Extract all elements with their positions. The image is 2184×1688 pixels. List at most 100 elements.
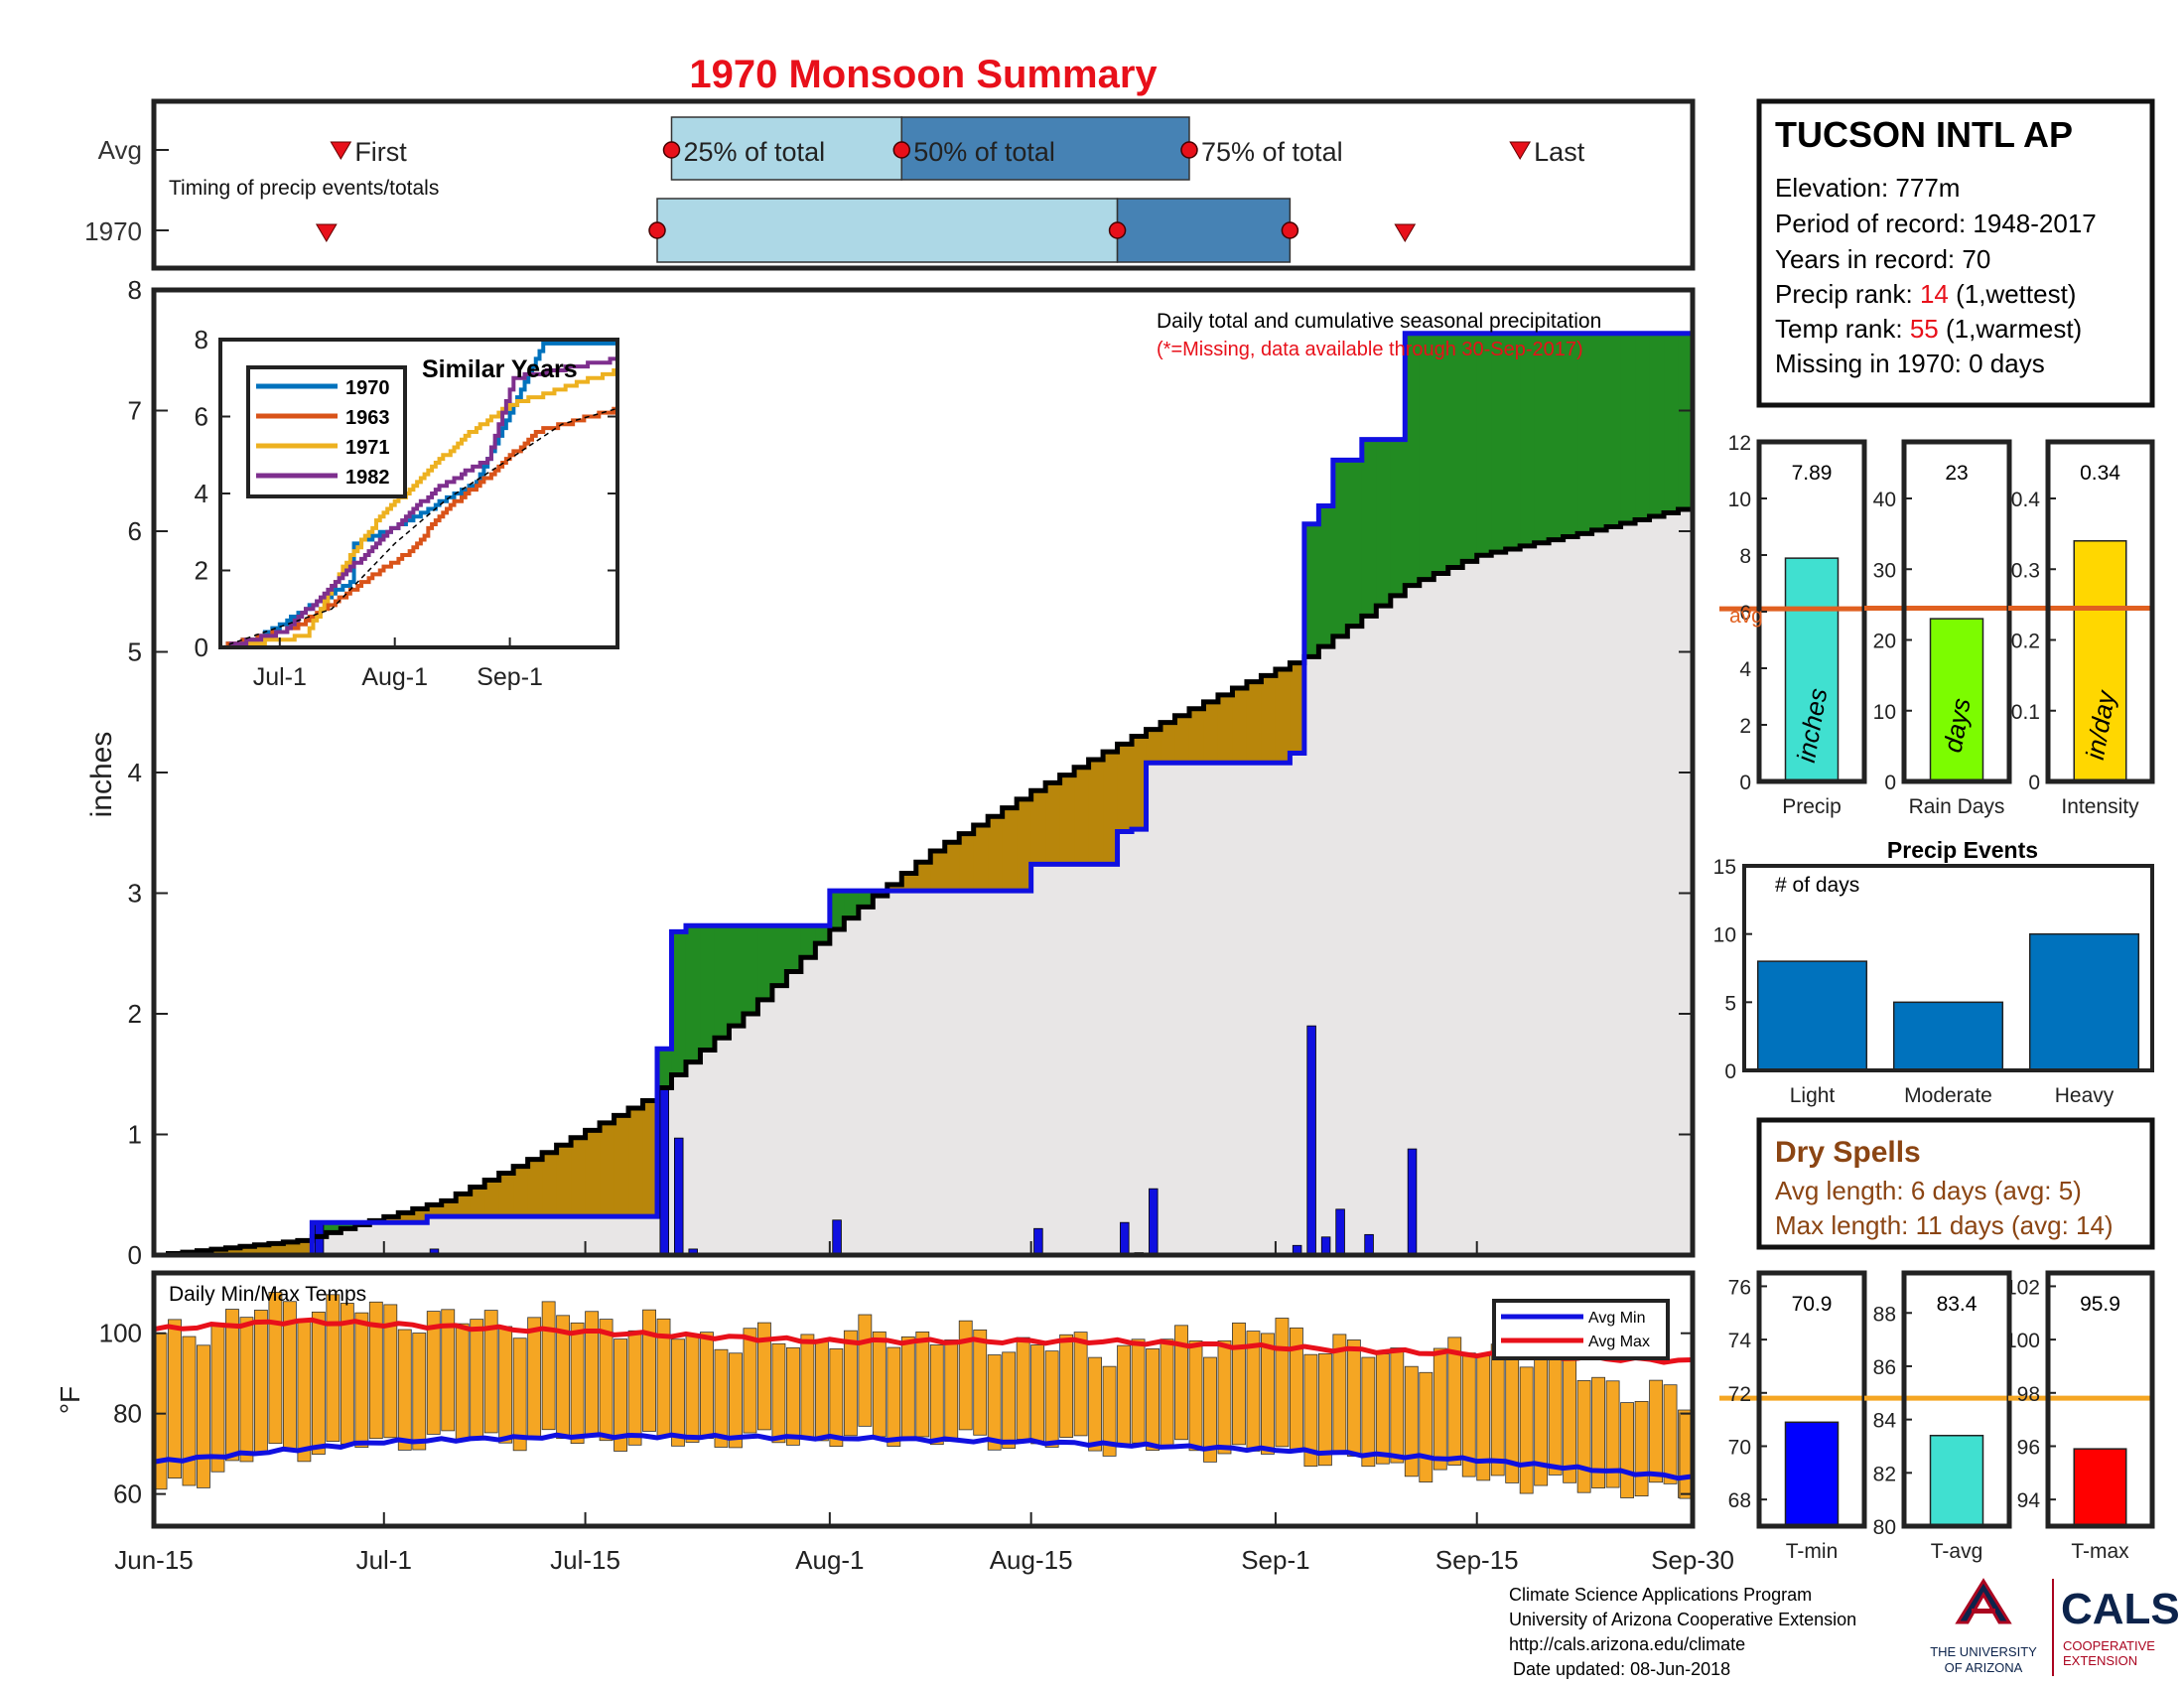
temp-y-tick-label: 100 — [99, 1319, 142, 1348]
main-y-tick-label: 0 — [128, 1240, 142, 1270]
dry-spells-avg: Avg length: 6 days (avg: 5) — [1775, 1176, 2082, 1205]
daily-temp-bar — [771, 1342, 786, 1444]
daily-precip-bar — [1364, 1233, 1374, 1256]
events-y-tick-label: 15 — [1713, 856, 1736, 879]
daily-temp-bar — [397, 1329, 412, 1451]
deficit-segment — [585, 1130, 601, 1217]
tavg-tick-label: 86 — [1873, 1356, 1896, 1379]
deficit-segment — [441, 1200, 457, 1217]
surplus-segment — [1563, 333, 1578, 537]
main-precip-chart: 0 1 2 3 4 5 6 7 8 inches Daily total and cumulat… — [85, 275, 1696, 1270]
tmin-xlabel: T-min — [1786, 1540, 1839, 1563]
inset-legend: 1970 1963 1971 1982 — [256, 377, 390, 489]
avg-last-marker — [1509, 141, 1532, 160]
footer: Climate Science Applications Program Uni… — [1509, 1585, 1856, 1679]
main-y-tick-label: 1 — [128, 1120, 142, 1150]
temp-legend-frame — [1492, 1299, 1670, 1360]
daily-temp-bar — [944, 1339, 959, 1442]
deficit-segment — [239, 1246, 256, 1255]
university-logo: THE UNIVERSITY OF ARIZONA CALS COOPERATI… — [1930, 1578, 2180, 1676]
footer-line4: Date updated: 08-Jun-2018 — [1513, 1659, 1730, 1679]
rain_days-value: 23 — [1945, 462, 1968, 485]
inset-lines — [219, 341, 618, 649]
p25-label: 25% of total — [683, 137, 825, 167]
deficit-segment — [1188, 708, 1205, 764]
surplus-segment — [685, 925, 702, 1062]
temp-legend-max: Avg Max — [1588, 1334, 1650, 1350]
main-x-tick-label: Sep-1 — [1241, 1545, 1309, 1575]
daily-temp-bar — [527, 1317, 542, 1440]
daily-temp-bar — [210, 1323, 225, 1473]
rain_days-tick-label: 40 — [1873, 489, 1896, 511]
temp-rank-suffix: (1,warmest) — [1939, 314, 2082, 344]
daily-temp-bar — [1346, 1339, 1361, 1457]
daily-temp-bar — [785, 1346, 800, 1446]
daily-precip-bar — [1033, 1227, 1043, 1256]
surplus-segment — [1649, 333, 1665, 516]
temp-y-tick-label: 60 — [113, 1479, 142, 1509]
main-x-tick-label: Aug-15 — [990, 1545, 1073, 1575]
timing-row-year: 1970 — [84, 216, 142, 246]
logo-line2: OF ARIZONA — [1945, 1660, 2023, 1675]
year-last-marker — [1394, 223, 1417, 242]
station-period: Period of record: 1948-2017 — [1775, 209, 2097, 238]
daily-temp-bar — [368, 1301, 383, 1440]
intensity-xlabel: Intensity — [2061, 795, 2139, 818]
daily-temp-bar — [1102, 1365, 1117, 1457]
daily-temp-bar — [700, 1332, 714, 1440]
station-frame — [1756, 98, 2155, 408]
daily-temp-bar — [1059, 1334, 1074, 1438]
daily-temp-bar — [1433, 1347, 1447, 1471]
precip-tick-label: 6 — [1739, 602, 1751, 625]
tmax-tick-label: 98 — [2017, 1383, 2040, 1406]
avg-p25-marker — [662, 141, 681, 159]
daily-temp-bar — [958, 1320, 973, 1431]
daily-temp-bar — [1649, 1379, 1663, 1483]
inset-legend-label: 1970 — [345, 377, 390, 399]
daily-temp-bar — [225, 1309, 239, 1462]
event-bars: Light Moderate Heavy — [1756, 932, 2140, 1107]
surplus-segment — [341, 1222, 356, 1229]
precip-bar — [1784, 557, 1840, 782]
timing-panel: Avg 1970 Timing of precip events/totals … — [84, 98, 1696, 271]
daily-temp-bar — [1275, 1318, 1290, 1448]
deficit-segment — [1045, 782, 1061, 865]
rain_days-tick-label: 0 — [1884, 772, 1896, 794]
dry-spells-title: Dry Spells — [1775, 1136, 1921, 1169]
precip-tick-label: 2 — [1739, 715, 1751, 738]
daily-temp-bar — [1563, 1359, 1577, 1483]
surplus-segment — [800, 925, 816, 958]
daily-temp-bar — [354, 1312, 369, 1449]
year-p50-marker — [1108, 221, 1127, 239]
tmin-tick-label: 74 — [1728, 1330, 1752, 1352]
seasonal-bar-panels: 0246810127.89inchesavgPrecip01020304023d… — [1719, 432, 2155, 818]
tmax-tick-label: 96 — [2017, 1436, 2040, 1459]
daily-temp-bar — [1605, 1380, 1620, 1488]
surplus-segment — [326, 1222, 341, 1233]
deficit-segment — [283, 1241, 299, 1255]
tavg-panel: 80 82 84 86 88 83.4 T-avg — [1864, 1270, 2012, 1563]
surplus-segment — [1520, 333, 1536, 546]
temp-legend-min: Avg Min — [1588, 1310, 1646, 1327]
surplus-segment — [786, 925, 802, 972]
surplus-segment — [714, 925, 731, 1039]
daily-temp-bar — [426, 1311, 441, 1435]
daily-temp-bar — [1519, 1366, 1534, 1494]
station-missing: Missing in 1970: 0 days — [1775, 349, 2045, 378]
daily-temp-bar — [1620, 1402, 1635, 1498]
daily-temp-bar — [470, 1319, 484, 1439]
deficit-segment — [614, 1115, 629, 1217]
station-elevation: Elevation: 777m — [1775, 173, 1960, 203]
tmax-xlabel: T-max — [2071, 1540, 2129, 1563]
events-title: Precip Events — [1887, 837, 2038, 863]
daily-temp-bar — [182, 1336, 197, 1486]
daily-temp-bar — [455, 1323, 470, 1441]
year-p25-marker — [648, 221, 666, 239]
deficit-segment — [1275, 668, 1291, 764]
precip-tick-label: 0 — [1739, 772, 1751, 794]
deficit-segment — [1261, 675, 1277, 764]
main-note-line1: Daily total and cumulative seasonal prec… — [1157, 310, 1601, 333]
surplus-segment — [1361, 439, 1377, 617]
deficit-segment — [959, 833, 975, 892]
